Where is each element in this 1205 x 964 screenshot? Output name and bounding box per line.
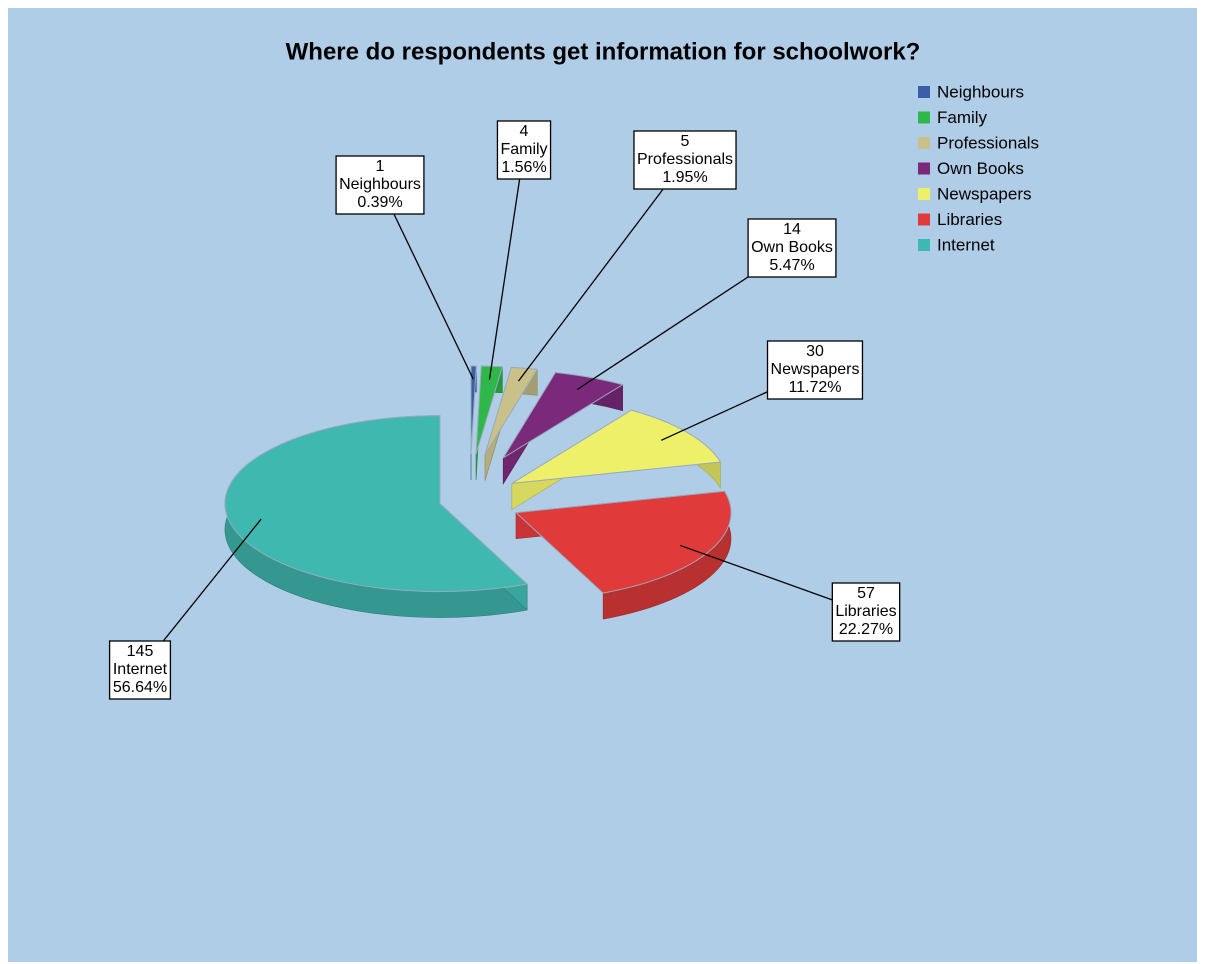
- pie-slice: [224, 415, 529, 593]
- legend: Neighbours Family Professionals Own Books Ne…: [918, 82, 1039, 254]
- value-label: 5: [681, 133, 690, 150]
- category-label: Libraries: [835, 603, 896, 620]
- legend-swatch: [918, 239, 930, 251]
- percent-label: 56.64%: [113, 679, 167, 696]
- value-label: 4: [520, 123, 529, 140]
- pie-slice: [502, 371, 624, 459]
- leader-line: [517, 159, 686, 382]
- data-label-box: [335, 155, 425, 215]
- value-label: 1: [376, 158, 385, 175]
- legend-label: Internet: [937, 235, 995, 254]
- leader-line: [379, 184, 474, 380]
- data-label-box: [633, 130, 737, 190]
- legend-label: Family: [937, 108, 988, 127]
- legend-label: Own Books: [937, 159, 1024, 178]
- legend-label: Libraries: [937, 210, 1002, 229]
- value-label: 57: [857, 585, 875, 602]
- chart-background: [8, 8, 1197, 962]
- percent-label: 0.39%: [357, 194, 402, 211]
- data-label-box: [496, 120, 552, 180]
- percent-label: 22.27%: [839, 621, 893, 638]
- leader-line: [488, 149, 525, 380]
- legend-swatch: [918, 188, 930, 200]
- data-label-box: [831, 582, 901, 642]
- data-label-box: [747, 218, 837, 278]
- pie-slice: [514, 490, 732, 594]
- category-label: Newspapers: [771, 361, 860, 378]
- category-label: Internet: [113, 661, 168, 678]
- value-label: 145: [127, 643, 154, 660]
- pie-tops: [224, 365, 732, 594]
- percent-label: 1.56%: [501, 159, 546, 176]
- legend-swatch: [918, 137, 930, 149]
- value-label: 30: [806, 343, 824, 360]
- category-label: Own Books: [751, 239, 833, 256]
- category-label: Professionals: [637, 151, 733, 168]
- pie-slice: [511, 409, 722, 484]
- value-label: 14: [783, 221, 801, 238]
- data-label-box: [766, 340, 864, 400]
- legend-label: Professionals: [937, 133, 1039, 152]
- data-label-box: [108, 640, 172, 700]
- category-label: Family: [500, 141, 547, 158]
- legend-swatch: [918, 213, 930, 226]
- category-label: Neighbours: [339, 176, 421, 193]
- legend-label: Neighbours: [937, 82, 1024, 101]
- percent-label: 1.95%: [662, 169, 707, 186]
- legend-label: Newspapers: [937, 184, 1032, 203]
- legend-swatch: [918, 111, 930, 124]
- chart-title: Where do respondents get information for…: [286, 38, 921, 65]
- pie-slice: [470, 365, 477, 454]
- percent-label: 11.72%: [788, 379, 841, 396]
- legend-swatch: [918, 86, 930, 98]
- pie-slice: [484, 366, 539, 455]
- legend-swatch: [918, 162, 930, 175]
- percent-label: 5.47%: [769, 257, 814, 274]
